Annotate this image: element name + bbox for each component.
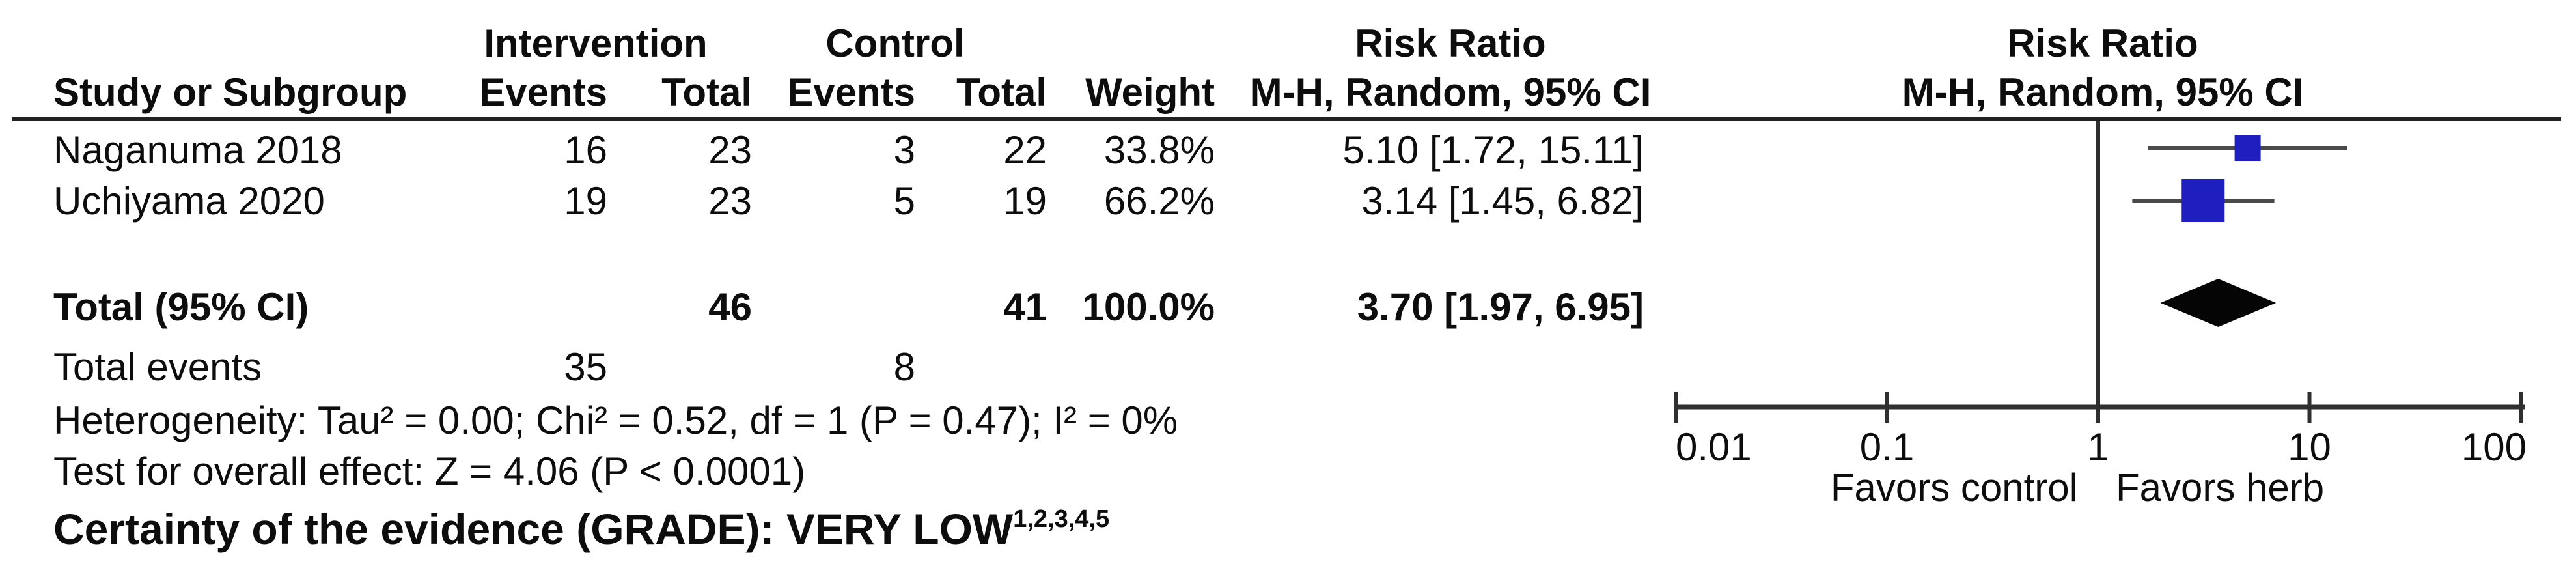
ctrl-total-value: 19 — [1003, 179, 1047, 223]
grade-certainty-text: Certainty of the evidence (GRADE): VERY … — [53, 507, 1109, 550]
overall-effect-text: Test for overall effect: Z = 4.06 (P < 0… — [53, 449, 806, 493]
grade-row: Certainty of the evidence (GRADE): VERY … — [0, 507, 2576, 553]
table-row-naganuma-2018: Naganuma 2018 16 23 3 22 33.8% 5.10 [1.7… — [0, 131, 2576, 171]
axis-tick-label: 0.01 — [1676, 425, 1752, 469]
col-header-weight: Weight — [1085, 70, 1215, 114]
header-divider — [12, 117, 2561, 121]
plot-column-title: Risk Ratio — [2007, 21, 2198, 65]
col-header-ctrl-total: Total — [956, 70, 1047, 114]
total-row: Total (95% CI) 46 41 100.0% 3.70 [1.97, … — [0, 288, 2576, 328]
group-header-control: Control — [825, 21, 965, 65]
total-ctrl-total: 41 — [1003, 285, 1047, 329]
heterogeneity-row: Heterogeneity: Tau² = 0.00; Chi² = 0.52,… — [0, 401, 2576, 442]
axis-tick-label: 100 — [2461, 425, 2527, 469]
int-events-value: 16 — [564, 128, 607, 172]
effect-estimate: 3.14 [1.45, 6.82] — [1361, 179, 1644, 223]
effect-square — [2181, 179, 2225, 222]
effect-column-subtitle: M-H, Random, 95% CI — [1249, 70, 1652, 114]
int-events-value: 19 — [564, 179, 607, 223]
overall-effect-row: Test for overall effect: Z = 4.06 (P < 0… — [0, 452, 2576, 492]
table-row-uchiyama-2020: Uchiyama 2020 19 23 5 19 66.2% 3.14 [1.4… — [0, 182, 2576, 222]
axis-tick-label: 10 — [2288, 425, 2331, 469]
axis-tick-label: 0.1 — [1859, 425, 1915, 469]
ctrl-total-value: 22 — [1003, 128, 1047, 172]
col-header-study: Study or Subgroup — [53, 70, 408, 114]
favors-control-label: Favors control — [1830, 466, 2078, 509]
total-effect: 3.70 [1.97, 6.95] — [1357, 285, 1644, 329]
effect-square — [2234, 135, 2261, 161]
total-events-ctrl-value: 8 — [893, 345, 915, 389]
study-name: Uchiyama 2020 — [53, 179, 325, 223]
total-events-int-value: 35 — [564, 345, 607, 389]
group-header-row: Intervention Control Risk Ratio Risk Rat… — [0, 24, 2576, 64]
col-header-int-events: Events — [479, 70, 607, 114]
int-total-value: 23 — [708, 128, 752, 172]
effect-estimate: 5.10 [1.72, 15.11] — [1342, 128, 1644, 172]
col-header-ctrl-events: Events — [787, 70, 915, 114]
heterogeneity-text: Heterogeneity: Tau² = 0.00; Chi² = 0.52,… — [53, 399, 1178, 442]
weight-value: 66.2% — [1103, 179, 1215, 223]
column-header-row: Study or Subgroup Events Total Events To… — [0, 73, 2576, 113]
total-events-label: Total events — [53, 345, 262, 389]
weight-value: 33.8% — [1103, 128, 1215, 172]
total-events-row: Total events 35 8 — [0, 348, 2576, 388]
grade-label: Certainty of the evidence (GRADE): VERY … — [53, 505, 1014, 553]
grade-footnote-superscript: 1,2,3,4,5 — [1013, 505, 1110, 533]
axis-tick-label: 1 — [2087, 425, 2109, 469]
total-int-total: 46 — [708, 285, 752, 329]
group-header-intervention: Intervention — [484, 21, 708, 65]
study-name: Naganuma 2018 — [53, 128, 342, 172]
favors-herb-label: Favors herb — [2116, 466, 2325, 509]
ctrl-events-value: 3 — [893, 128, 915, 172]
plot-column-subtitle: M-H, Random, 95% CI — [1902, 70, 2304, 114]
effect-column-title: Risk Ratio — [1355, 21, 1546, 65]
total-weight: 100.0% — [1082, 285, 1215, 329]
pooled-diamond — [2160, 279, 2277, 327]
col-header-int-total: Total — [661, 70, 752, 114]
ctrl-events-value: 5 — [893, 179, 915, 223]
int-total-value: 23 — [708, 179, 752, 223]
total-label: Total (95% CI) — [53, 285, 309, 329]
